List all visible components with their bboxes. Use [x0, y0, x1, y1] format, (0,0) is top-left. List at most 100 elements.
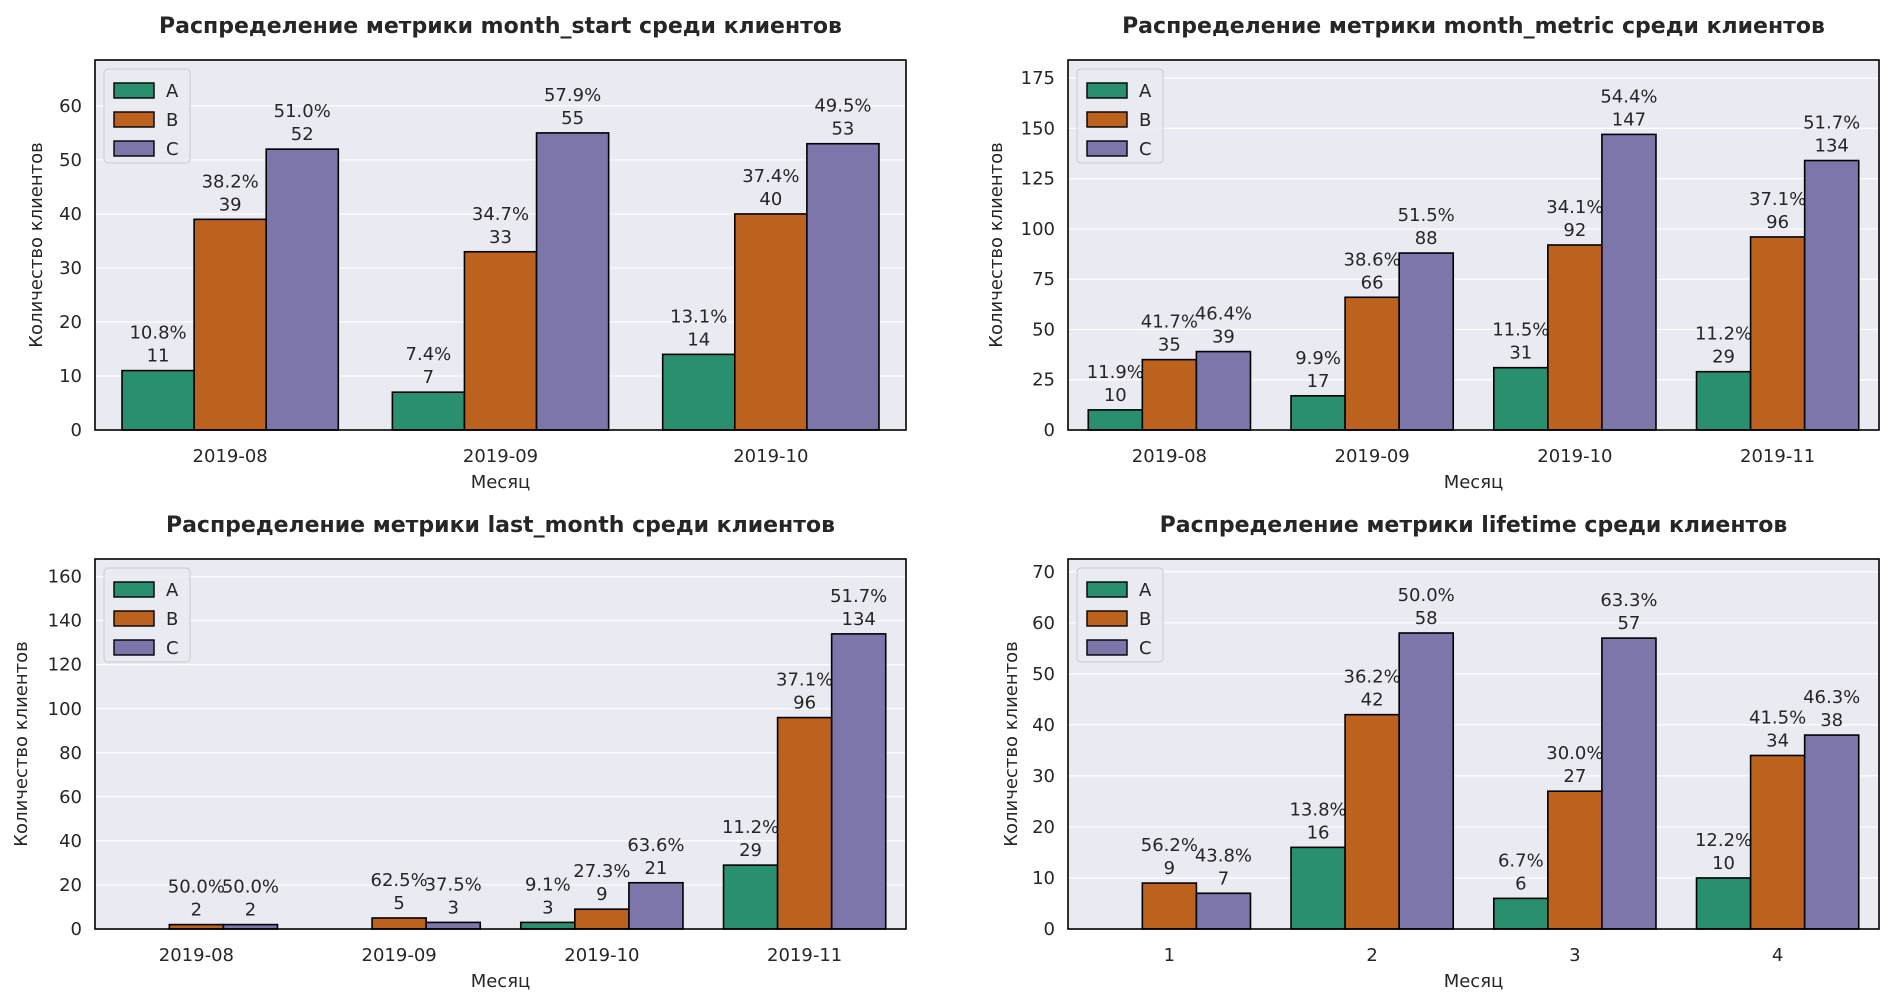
data-label-count: 2: [245, 900, 256, 921]
bar-A: [661, 353, 736, 431]
bar-C: [1398, 252, 1455, 431]
data-label-count: 10: [1104, 385, 1127, 406]
legend-label: A: [1139, 580, 1152, 601]
bar-A: [1087, 409, 1144, 431]
data-label-percent: 51.7%: [830, 586, 887, 607]
bar-C: [806, 142, 880, 431]
x-tick-label: 2: [1366, 945, 1377, 966]
y-tick-label: 40: [59, 204, 82, 225]
legend-swatch-C: [113, 639, 155, 656]
data-label-percent: 37.1%: [776, 670, 833, 691]
data-label-percent: 9.9%: [1295, 348, 1341, 369]
data-label-percent: 6.7%: [1498, 850, 1544, 871]
legend: ABC: [1076, 567, 1164, 663]
data-label-count: 52: [291, 124, 314, 145]
axes-frame: [94, 558, 907, 930]
data-label-percent: 62.5%: [371, 870, 428, 891]
data-label-percent: 46.3%: [1803, 687, 1860, 708]
y-axis-label: Количество клиентов: [26, 142, 47, 347]
chart-title: Распределение метрики month_metric среди…: [1122, 14, 1825, 39]
data-label-percent: 57.9%: [544, 85, 601, 106]
data-label-percent: 46.4%: [1195, 304, 1252, 325]
y-tick-label: 160: [48, 567, 82, 588]
bar-C: [1398, 632, 1455, 930]
legend: ABC: [103, 567, 191, 663]
bar-C: [1803, 159, 1860, 431]
y-tick-label: 100: [48, 699, 82, 720]
legend-label: C: [166, 139, 179, 160]
bar-B: [1141, 882, 1198, 930]
data-label-count: 147: [1612, 109, 1646, 130]
data-label-percent: 30.0%: [1546, 743, 1603, 764]
chart-title: Распределение метрики month_start среди …: [159, 14, 842, 39]
y-tick-label: 30: [59, 258, 82, 279]
data-label-count: 27: [1563, 766, 1586, 787]
y-tick-label: 0: [1044, 919, 1055, 940]
bar-B: [371, 917, 427, 930]
legend-label: B: [1139, 110, 1151, 131]
legend-swatch-C: [1086, 639, 1128, 656]
data-label-count: 35: [1158, 335, 1181, 356]
data-label-percent: 50.0%: [222, 877, 279, 898]
data-label-count: 40: [759, 189, 782, 210]
data-label-percent: 51.0%: [274, 101, 331, 122]
data-label-count: 7: [423, 367, 434, 388]
data-label-count: 96: [793, 693, 816, 714]
data-label-count: 2: [191, 900, 202, 921]
x-tick-label: 2019-11: [767, 945, 842, 966]
bar-C: [535, 132, 610, 431]
bar-A: [1290, 846, 1346, 930]
data-label-count: 3: [542, 897, 553, 918]
data-label-count: 92: [1563, 220, 1586, 241]
y-tick-label: 80: [59, 743, 82, 764]
legend-label: A: [166, 81, 179, 102]
bar-A: [1492, 366, 1549, 431]
bar-B: [193, 218, 268, 431]
bar-C: [1195, 350, 1252, 431]
bar-B: [1547, 244, 1603, 431]
x-tick-label: 3: [1569, 945, 1580, 966]
y-tick-label: 0: [71, 919, 82, 940]
y-tick-label: 40: [1032, 715, 1055, 736]
x-axis-label: Месяц: [471, 971, 531, 992]
legend: ABC: [1076, 68, 1164, 164]
y-tick-label: 25: [1032, 370, 1055, 391]
x-tick-label: 4: [1772, 945, 1783, 966]
chart-panel: 1110.8%77.4%1413.1%3938.2%3334.7%4037.4%…: [26, 14, 907, 493]
data-label-percent: 37.1%: [1749, 189, 1806, 210]
data-label-count: 6: [1515, 873, 1526, 894]
y-tick-label: 60: [59, 787, 82, 808]
bar-B: [463, 250, 538, 431]
y-tick-label: 10: [1032, 868, 1055, 889]
data-label-count: 57: [1617, 613, 1640, 634]
data-label-count: 11: [147, 346, 170, 367]
data-label-percent: 51.7%: [1803, 113, 1860, 134]
bar-C: [1195, 892, 1252, 930]
legend-label: B: [1139, 609, 1151, 630]
data-label-percent: 11.2%: [722, 817, 779, 838]
bar-B: [776, 716, 833, 930]
data-label-percent: 37.5%: [425, 874, 482, 895]
y-tick-label: 10: [59, 366, 82, 387]
legend-swatch-A: [1086, 82, 1128, 99]
data-label-percent: 12.2%: [1695, 830, 1752, 851]
x-axis-label: Месяц: [1444, 472, 1504, 493]
legend-swatch-A: [113, 82, 155, 99]
chart-title: Распределение метрики lifetime среди кли…: [1160, 513, 1788, 538]
y-tick-label: 75: [1032, 269, 1055, 290]
data-label-count: 39: [219, 194, 242, 215]
data-label-percent: 13.1%: [670, 306, 727, 327]
bar-A: [1695, 877, 1752, 930]
bar-C: [425, 921, 482, 930]
data-label-percent: 63.6%: [627, 835, 684, 856]
x-axis-label: Месяц: [471, 472, 531, 493]
legend-swatch-B: [1086, 610, 1128, 627]
data-label-count: 134: [842, 609, 876, 630]
data-label-percent: 34.1%: [1546, 197, 1603, 218]
data-label-count: 29: [739, 840, 762, 861]
y-tick-label: 20: [59, 312, 82, 333]
y-tick-label: 140: [48, 611, 82, 632]
data-label-count: 16: [1307, 822, 1330, 843]
x-tick-label: 2019-10: [564, 945, 639, 966]
